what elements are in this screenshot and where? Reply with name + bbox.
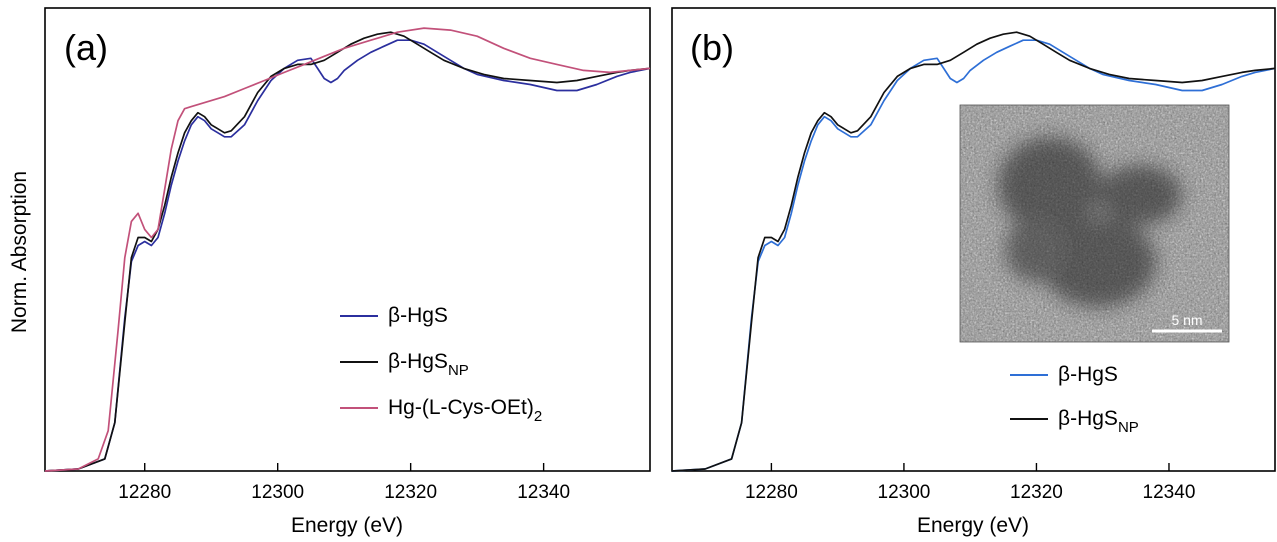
- x-tick-label: 12340: [1143, 482, 1196, 503]
- panel-a-legend: β-HgS β-HgSNP Hg-(L-Cys-OEt)2: [340, 304, 542, 425]
- tem-inset: 5 nm: [960, 105, 1229, 342]
- x-tick-label: 12300: [251, 482, 304, 503]
- legend-label: β-HgSNP: [1058, 407, 1139, 436]
- x-tick-label: 12320: [384, 482, 437, 503]
- legend-label: Hg-(L-Cys-OEt)2: [388, 396, 542, 425]
- panel-a-frame: [45, 8, 650, 471]
- panel-a-label: (a): [64, 27, 108, 68]
- panel-b-legend: β-HgS β-HgSNP: [1010, 363, 1139, 436]
- series-line-0: [45, 40, 650, 471]
- scalebar-label: 5 nm: [1171, 312, 1202, 328]
- x-tick-label: 12300: [878, 482, 931, 503]
- x-tick-label: 12280: [745, 482, 798, 503]
- legend-label: β-HgSNP: [388, 350, 469, 379]
- y-axis-label: Norm. Absorption: [8, 171, 31, 333]
- x-tick-label: 12280: [118, 482, 171, 503]
- panel-a-x-axis-label: Energy (eV): [291, 514, 403, 537]
- panel-b-label: (b): [690, 27, 734, 68]
- panel-b: (b) 12280 12300 12320 12340 5 nm β-HgSβ-HgS…: [672, 8, 1275, 537]
- x-tick-label: 12340: [517, 482, 570, 503]
- x-tick-label: 12320: [1010, 482, 1063, 503]
- panel-b-x-axis-label: Energy (eV): [917, 514, 1029, 537]
- legend-label: β-HgS: [388, 304, 448, 327]
- panel-a: (a) 12280 12300 12320 12340 β-HgS β-HgSNP Hg-…: [45, 8, 650, 537]
- legend-label: β-HgS: [1058, 363, 1118, 386]
